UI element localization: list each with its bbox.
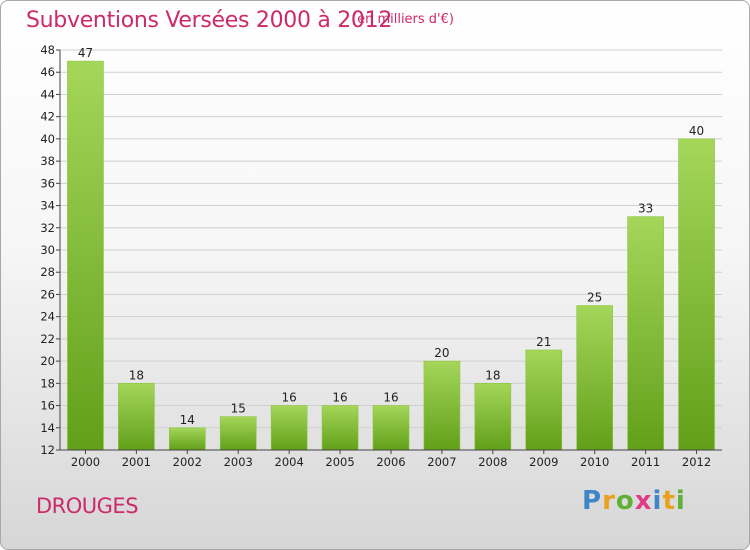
- bar: [474, 383, 512, 451]
- bar-value-label: 47: [78, 46, 93, 60]
- bar: [678, 138, 715, 451]
- bar: [525, 349, 563, 451]
- x-tick-label: 2004: [275, 455, 304, 469]
- bar: [219, 416, 257, 451]
- chart-unit: (en milliers d'€): [352, 12, 454, 27]
- bars-layer: 47 18 14 15 16 16 16 20 18 21 25 33 40: [67, 46, 715, 451]
- commune-name: DROUGES: [36, 494, 139, 518]
- bar: [321, 405, 359, 451]
- bar-value-label: 16: [383, 391, 398, 405]
- bar-value-label: 20: [434, 346, 449, 360]
- y-tick-label: 48: [40, 43, 55, 57]
- x-tick-label: 2003: [224, 455, 253, 469]
- logo-letter: r: [602, 486, 616, 516]
- y-tick-label: 34: [40, 199, 55, 213]
- bar: [169, 427, 206, 451]
- x-tick-label: 2011: [631, 455, 660, 469]
- logo-letter: P: [582, 486, 603, 516]
- x-tick-label: 2009: [529, 455, 558, 469]
- bar: [423, 360, 461, 451]
- y-tick-label: 26: [40, 287, 55, 301]
- bar-value-label: 21: [536, 335, 551, 349]
- logo-letter: t: [662, 486, 676, 516]
- logo-letter: x: [634, 486, 653, 516]
- chart-title: Subventions Versées 2000 à 2012: [26, 8, 393, 33]
- y-tick-label: 12: [40, 443, 55, 457]
- x-tick-label: 2000: [71, 455, 100, 469]
- y-tick-label: 36: [40, 176, 55, 190]
- bar-value-label: 18: [485, 368, 500, 382]
- bar: [118, 383, 155, 451]
- x-tick-label: 2012: [682, 455, 711, 469]
- y-tick-label: 20: [40, 354, 55, 368]
- bar-value-label: 15: [231, 402, 246, 416]
- proxiti-logo[interactable]: Proxiti: [582, 486, 686, 516]
- y-tick-label: 24: [40, 310, 55, 324]
- y-tick-label: 16: [40, 399, 55, 413]
- y-tick-label: 28: [40, 265, 55, 279]
- bar: [627, 216, 664, 451]
- bar: [372, 405, 410, 451]
- y-tick-label: 32: [40, 221, 55, 235]
- y-tick-label: 18: [40, 376, 55, 390]
- x-tick-label: 2001: [122, 455, 151, 469]
- logo-letter: o: [615, 486, 635, 516]
- bar-value-label: 33: [638, 202, 653, 216]
- logo-letter: i: [675, 486, 686, 516]
- bar-value-label: 16: [332, 391, 347, 405]
- bar: [576, 305, 613, 451]
- x-tick-label: 2008: [478, 455, 507, 469]
- bar-value-label: 40: [689, 124, 704, 138]
- y-tick-label: 22: [40, 332, 55, 346]
- y-tick-label: 46: [40, 65, 55, 79]
- bar-value-label: 18: [129, 368, 144, 382]
- y-tick-label: 42: [40, 110, 55, 124]
- x-tick-label: 2005: [325, 455, 354, 469]
- bar-value-label: 14: [180, 413, 195, 427]
- y-tick-label: 40: [40, 132, 55, 146]
- bar: [270, 405, 308, 451]
- axis-layer: 12 14 16 18 20 22 24 26 28 30 32 34 36 38 40 42 44 46 48 20…: [40, 43, 722, 469]
- bar-value-label: 16: [282, 391, 297, 405]
- y-tick-label: 44: [40, 87, 55, 101]
- logo-letter: i: [652, 486, 663, 516]
- x-tick-label: 2002: [173, 455, 202, 469]
- x-tick-label: 2006: [376, 455, 405, 469]
- y-tick-label: 14: [40, 421, 55, 435]
- grid-layer: [60, 49, 722, 429]
- y-tick-label: 38: [40, 154, 55, 168]
- bar-value-label: 25: [587, 291, 602, 305]
- bar: [67, 60, 104, 451]
- y-tick-label: 30: [40, 243, 55, 257]
- x-tick-label: 2007: [427, 455, 456, 469]
- x-tick-label: 2010: [580, 455, 609, 469]
